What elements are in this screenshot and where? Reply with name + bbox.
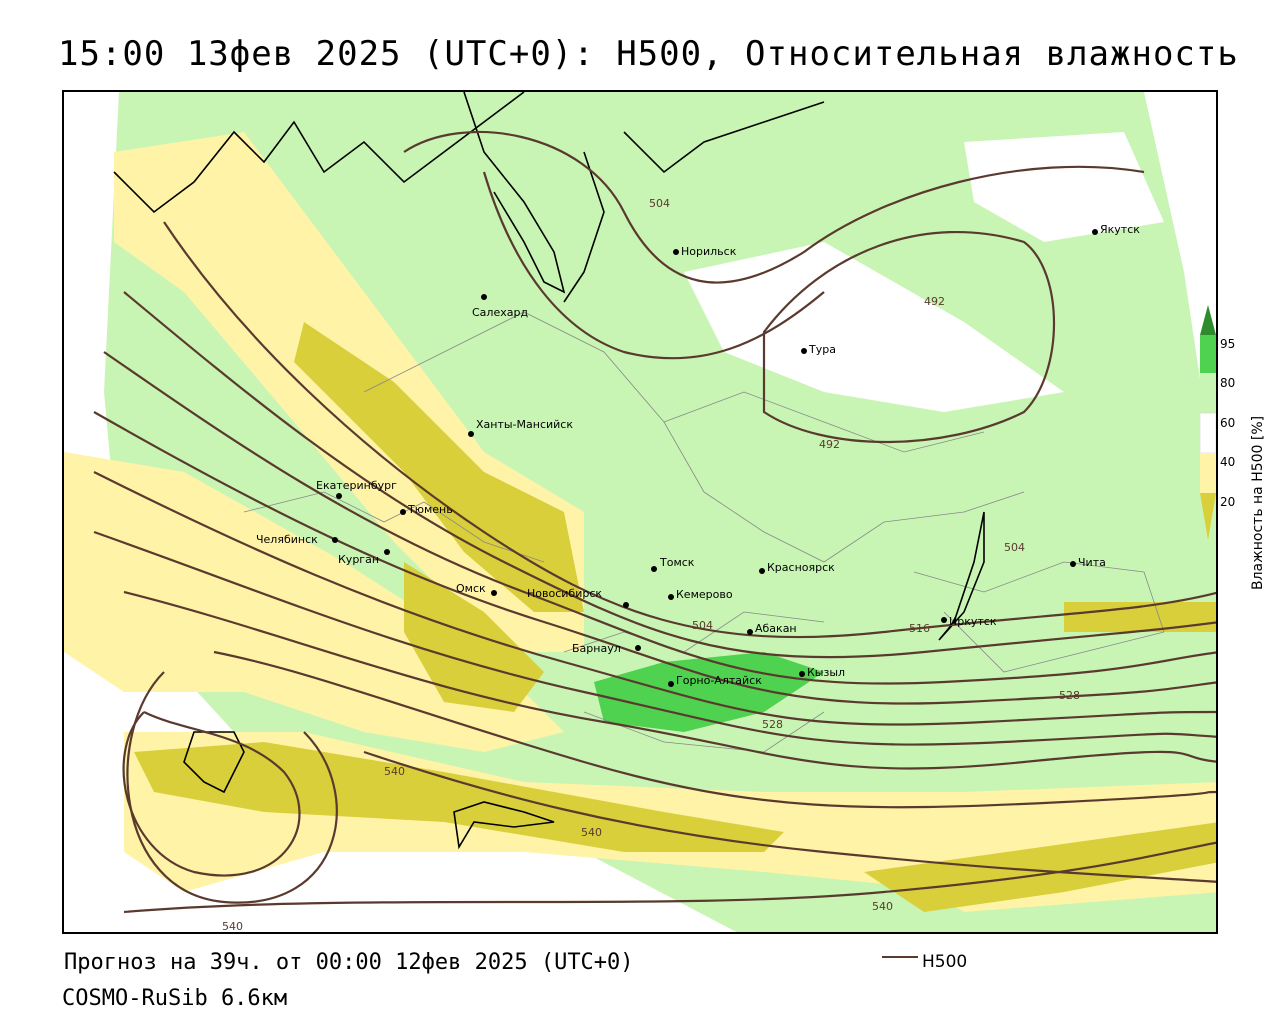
- contour-label: 504: [1004, 541, 1025, 554]
- humidity-white-area: [964, 132, 1164, 242]
- colorbar-segment-60-80: [1200, 373, 1216, 413]
- city-gorno-altaysk: Горно-Алтайск: [668, 674, 762, 687]
- humidity-white-area: [684, 242, 1064, 412]
- svg-text:Курган: Курган: [338, 553, 379, 566]
- colorbar-tick: 95: [1220, 337, 1236, 351]
- svg-text:Челябинск: Челябинск: [256, 533, 318, 546]
- city-salekhard: Салехард: [472, 294, 528, 319]
- colorbar-segment-20-40: [1200, 453, 1216, 493]
- contour-label: 528: [762, 718, 783, 731]
- city-krasnoyarsk: Красноярск: [759, 561, 835, 574]
- legend-line-swatch: [882, 956, 918, 958]
- city-barnaul: Барнаул: [572, 642, 641, 655]
- city-khanty-mansiysk: Ханты-Мансийск: [468, 418, 573, 437]
- svg-text:Ханты-Мансийск: Ханты-Мансийск: [476, 418, 573, 431]
- humidity-dry-core: [1064, 602, 1216, 632]
- model-name: COSMO-RuSib 6.6км: [62, 986, 288, 1011]
- colorbar-tick: 40: [1220, 455, 1236, 469]
- contour-label: 540: [222, 920, 243, 933]
- city-novosibirsk: Новосибирск: [527, 587, 629, 608]
- svg-text:Екатеринбург: Екатеринбург: [316, 479, 397, 492]
- map-panel: 504 492 492 504 504 516 528 528 540 540 …: [62, 90, 1218, 934]
- city-chita: Чита: [1070, 556, 1106, 569]
- svg-text:Новосибирск: Новосибирск: [527, 587, 602, 600]
- city-chelyabinsk: Челябинск: [256, 533, 338, 546]
- contour-label: 528: [1059, 689, 1080, 702]
- colorbar-title: Влажность на H500 [%]: [1250, 415, 1266, 590]
- contour-label: 540: [581, 826, 602, 839]
- svg-text:Якутск: Якутск: [1100, 223, 1140, 236]
- svg-text:Абакан: Абакан: [755, 622, 797, 635]
- city-kemerovo: Кемерово: [668, 588, 733, 601]
- svg-text:Салехард: Салехард: [472, 306, 528, 319]
- city-markers: Норильск Якутск Салехард Тура Ханты-Манс…: [256, 223, 1140, 687]
- forecast-info: Прогноз на 39ч. от 00:00 12фев 2025 (UTC…: [64, 950, 634, 975]
- svg-text:Омск: Омск: [456, 582, 486, 595]
- city-irkutsk: Иркутск: [941, 615, 997, 628]
- svg-text:Норильск: Норильск: [681, 245, 737, 258]
- city-kyzyl: Кызыл: [799, 666, 845, 679]
- coastlines: [113, 92, 985, 850]
- svg-text:Кемерово: Кемерово: [676, 588, 733, 601]
- city-tura: Тура: [801, 343, 836, 356]
- colorbar-tick: 80: [1220, 376, 1236, 390]
- city-yekaterinburg: Екатеринбург: [316, 479, 397, 499]
- contour-labels: 504 492 492 504 504 516 528 528 540 540 …: [222, 197, 1080, 933]
- contour-label: 540: [872, 900, 893, 913]
- contour-label: 540: [384, 765, 405, 778]
- svg-text:Иркутск: Иркутск: [949, 615, 997, 628]
- city-omsk: Омск: [456, 582, 497, 596]
- colorbar-segment-below-20: [1200, 493, 1216, 540]
- contour-label: 504: [649, 197, 670, 210]
- city-yakutsk: Якутск: [1092, 223, 1140, 236]
- humidity-moist-area: [594, 652, 824, 732]
- city-abakan: Абакан: [747, 622, 797, 635]
- legend-label: H500: [922, 952, 968, 972]
- svg-text:Барнаул: Барнаул: [572, 642, 621, 655]
- colorbar-tick: 20: [1220, 495, 1236, 509]
- contour-label: 516: [909, 622, 930, 635]
- map-title: 15:00 13фев 2025 (UTC+0): H500, Относите…: [58, 34, 1239, 74]
- humidity-colorbar: [1200, 305, 1216, 540]
- svg-text:Красноярск: Красноярск: [767, 561, 835, 574]
- city-norilsk: Норильск: [673, 245, 737, 258]
- colorbar-segment-above-95: [1200, 305, 1216, 335]
- svg-text:Горно-Алтайск: Горно-Алтайск: [676, 674, 762, 687]
- humidity-dry-core: [294, 322, 584, 612]
- city-kurgan: Курган: [338, 549, 390, 566]
- humidity-dry-core: [864, 822, 1216, 912]
- contour-label: 492: [924, 295, 945, 308]
- city-tyumen: Тюмень: [400, 503, 453, 516]
- h500-contours: [93, 130, 1216, 914]
- contour-label: 492: [819, 438, 840, 451]
- colorbar-segment-40-60: [1200, 412, 1216, 454]
- contour-label: 504: [692, 619, 713, 632]
- map-canvas: 504 492 492 504 504 516 528 528 540 540 …: [64, 92, 1216, 933]
- colorbar-tick: 60: [1220, 416, 1236, 430]
- svg-text:Томск: Томск: [659, 556, 695, 569]
- humidity-dry-core: [134, 742, 784, 852]
- svg-text:Тура: Тура: [808, 343, 836, 356]
- city-tomsk: Томск: [651, 556, 695, 572]
- svg-text:Тюмень: Тюмень: [407, 503, 453, 516]
- svg-text:Кызыл: Кызыл: [807, 666, 845, 679]
- colorbar-segment-80-95: [1200, 335, 1216, 373]
- svg-text:Чита: Чита: [1078, 556, 1106, 569]
